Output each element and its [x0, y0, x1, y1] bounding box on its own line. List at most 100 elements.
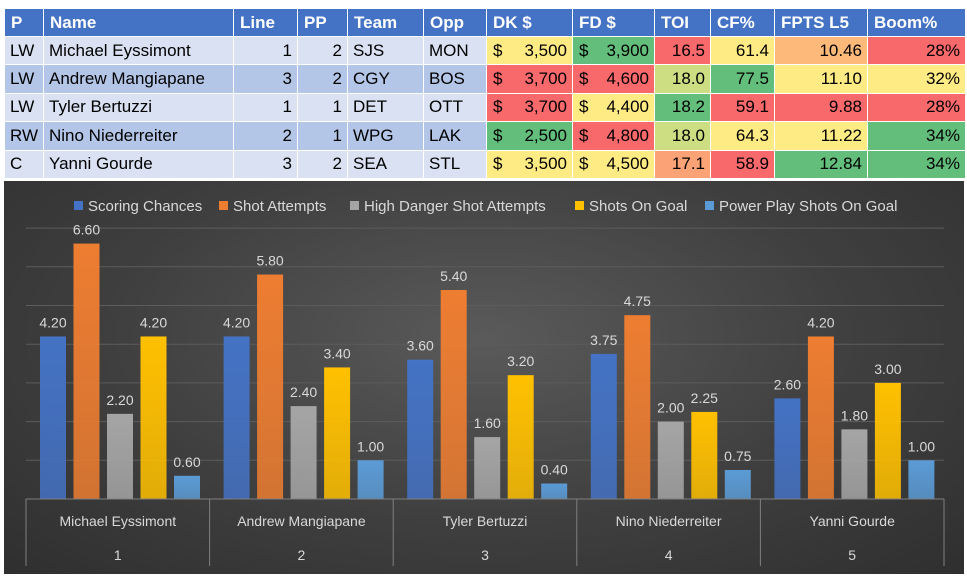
- chart-category-axis: Michael Eyssimont 1 Andrew Mangiapane 2 Tyle…: [25, 498, 945, 566]
- bar: [73, 243, 100, 499]
- data-label: 1.60: [474, 415, 501, 431]
- data-label: 4.20: [807, 314, 834, 330]
- category-label: Andrew Mangiapane: [237, 513, 366, 529]
- category-index-label: 1: [114, 547, 122, 563]
- cell-player-name: Yanni Gourde: [43, 149, 234, 180]
- cell-fpts-l5: 10.46: [774, 35, 868, 66]
- bar: [657, 421, 684, 499]
- category-index-label: 5: [848, 547, 856, 563]
- cell-position: LW: [4, 64, 44, 94]
- currency-symbol: $: [493, 69, 503, 89]
- header-line: Line: [233, 8, 298, 37]
- bar: [908, 460, 935, 499]
- cell-fd-salary: $4,800: [572, 121, 655, 151]
- bar: [140, 336, 167, 499]
- cell-toi: 18.0: [654, 121, 711, 151]
- chart-bars: [40, 243, 935, 499]
- category-index-label: 3: [481, 547, 489, 563]
- cell-fpts-l5: 12.84: [774, 149, 868, 180]
- header-cf-pct: CF%: [710, 8, 775, 37]
- cell-fpts-l5: 9.88: [774, 92, 868, 123]
- bar: [691, 411, 718, 499]
- currency-symbol: $: [493, 40, 503, 60]
- cell-player-name: Andrew Mangiapane: [43, 64, 234, 94]
- data-label: 2.20: [106, 392, 133, 408]
- cell-fd-salary: $4,500: [572, 149, 655, 180]
- cell-boom-pct: 34%: [867, 121, 966, 151]
- cell-team: CGY: [347, 64, 424, 94]
- currency-symbol: $: [579, 69, 589, 89]
- cell-pp: 1: [297, 92, 348, 123]
- bar: [774, 398, 801, 499]
- cell-toi: 18.0: [654, 64, 711, 94]
- chart-data-labels: 4.20 6.60 2.20 4.20 0.60 4.20 5.80 2.40 3.40 1.00…: [39, 222, 935, 478]
- cell-opponent: LAK: [423, 121, 487, 151]
- header-fpts-l5: FPTS L5: [774, 8, 868, 37]
- currency-symbol: $: [579, 125, 589, 145]
- legend-swatch: [74, 201, 83, 210]
- cell-line: 2: [233, 121, 298, 151]
- data-label: 2.40: [290, 384, 317, 400]
- data-label: 3.40: [323, 345, 350, 361]
- header-team: Team: [347, 8, 424, 37]
- currency-symbol: $: [579, 154, 589, 174]
- salary-amount: 2,500: [524, 125, 567, 145]
- cell-fpts-l5: 11.22: [774, 121, 868, 151]
- data-label: 1.80: [841, 407, 868, 423]
- cell-team: DET: [347, 92, 424, 123]
- category-label: Yanni Gourde: [810, 513, 896, 529]
- data-label: 3.60: [407, 338, 434, 354]
- bar: [107, 413, 133, 499]
- salary-amount: 3,500: [524, 154, 567, 174]
- bar: [724, 469, 751, 499]
- cell-line: 1: [233, 92, 298, 123]
- cell-cf-pct: 64.3: [710, 121, 775, 151]
- currency-symbol: $: [579, 40, 589, 60]
- data-label: 3.20: [507, 353, 534, 369]
- cell-opponent: MON: [423, 35, 487, 66]
- cell-pp: 2: [297, 64, 348, 94]
- cell-player-name: Nino Niederreiter: [43, 121, 234, 151]
- data-label: 4.20: [140, 314, 167, 330]
- legend-entry: Shots On Goal: [589, 198, 687, 215]
- bar: [324, 367, 351, 499]
- cell-pp: 2: [297, 35, 348, 66]
- bar: [874, 382, 901, 499]
- salary-amount: 3,500: [524, 40, 567, 60]
- header-name: Name: [43, 8, 234, 37]
- bar: [507, 375, 534, 499]
- bar: [590, 353, 617, 499]
- cell-cf-pct: 59.1: [710, 92, 775, 123]
- data-label: 4.75: [624, 293, 651, 309]
- data-label: 0.60: [173, 454, 200, 470]
- header-dk-salary: DK $: [486, 8, 573, 37]
- category-label: Michael Eyssimont: [59, 513, 176, 529]
- legend-swatch: [705, 201, 714, 210]
- salary-amount: 3,900: [606, 40, 649, 60]
- players-table: P Name Line PP Team Opp DK $ FD $ TOI CF…: [4, 8, 966, 180]
- data-label: 2.25: [691, 390, 718, 406]
- cell-line: 3: [233, 64, 298, 94]
- cell-pp: 1: [297, 121, 348, 151]
- legend-entry: Scoring Chances: [88, 198, 202, 215]
- data-label: 3.75: [590, 332, 617, 348]
- cell-position: RW: [4, 121, 44, 151]
- category-label: Nino Niederreiter: [616, 513, 722, 529]
- cell-team: SJS: [347, 35, 424, 66]
- legend-swatch: [350, 201, 359, 210]
- cell-player-name: Tyler Bertuzzi: [43, 92, 234, 123]
- currency-symbol: $: [493, 97, 503, 117]
- salary-amount: 4,600: [606, 69, 649, 89]
- legend-swatch: [575, 201, 584, 210]
- data-label: 4.20: [39, 314, 66, 330]
- currency-symbol: $: [493, 125, 503, 145]
- cell-fd-salary: $4,600: [572, 64, 655, 94]
- cell-dk-salary: $2,500: [486, 121, 573, 151]
- cell-cf-pct: 58.9: [710, 149, 775, 180]
- data-label: 6.60: [73, 222, 100, 238]
- data-label: 5.80: [256, 253, 283, 269]
- cell-position: LW: [4, 92, 44, 123]
- table-row: RW Nino Niederreiter 2 1 WPG LAK $2,500 $4,800 1…: [4, 121, 966, 151]
- cell-dk-salary: $3,700: [486, 64, 573, 94]
- table-row: LW Michael Eyssimont 1 2 SJS MON $3,500 $3,900 1…: [4, 35, 966, 66]
